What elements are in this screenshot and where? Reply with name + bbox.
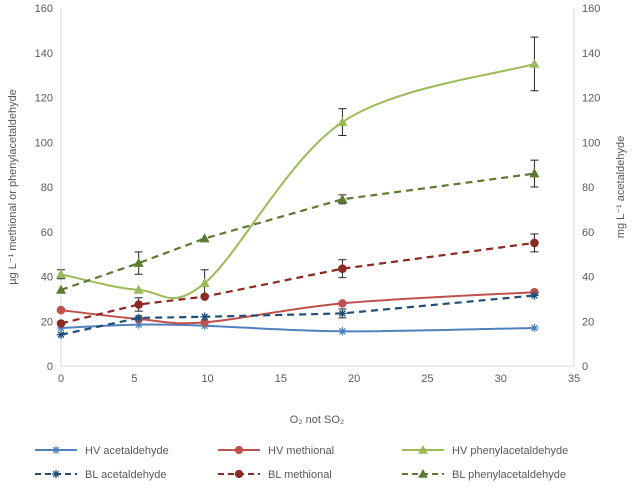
y-tick-label-left: 20 xyxy=(41,316,53,328)
x-tick-label: 5 xyxy=(131,373,137,385)
series-bl-phenylacetaldehyde xyxy=(55,159,540,294)
data-point xyxy=(338,309,347,318)
data-point xyxy=(530,323,539,333)
legend-item: BL phenylacetaldehyde xyxy=(402,468,566,481)
x-tick-label: 10 xyxy=(201,373,213,385)
y-tick-label-right: 100 xyxy=(582,137,600,149)
series-bl-methional xyxy=(56,233,539,328)
series-layer xyxy=(55,36,540,339)
data-point xyxy=(200,292,209,301)
y-tick-label-right: 160 xyxy=(582,3,600,15)
data-point xyxy=(338,327,347,336)
legend-swatch-marker xyxy=(418,468,428,478)
data-point xyxy=(530,291,539,300)
y-tick-label-right: 40 xyxy=(582,272,594,284)
data-point xyxy=(337,116,348,126)
y-tick-label-left: 60 xyxy=(41,227,53,239)
data-point xyxy=(133,257,144,267)
legend-swatch-marker xyxy=(52,446,60,454)
y-tick-label-right: 60 xyxy=(582,227,594,239)
data-point xyxy=(200,312,209,321)
x-tick-label: 20 xyxy=(348,373,360,385)
legend-swatch-marker xyxy=(418,444,428,454)
y-tick-label-left: 160 xyxy=(35,3,53,15)
data-point xyxy=(199,277,210,288)
data-point xyxy=(199,233,210,243)
series-hv-methional xyxy=(56,287,539,327)
legend-swatch-marker xyxy=(234,469,244,479)
y-axis-title-left: µg L⁻¹ methional or phenylacetaldehyde xyxy=(7,89,19,285)
data-point xyxy=(338,264,347,273)
y-tick-label-left: 0 xyxy=(47,361,53,373)
series-hv-phenylacetaldehyde xyxy=(55,36,540,300)
legend: HV acetaldehyde HV methional HV phenylacet… xyxy=(35,444,568,481)
x-axis-title: O₂ not SO₂ xyxy=(290,414,344,426)
data-point xyxy=(56,330,66,339)
y-tick-label-left: 80 xyxy=(41,182,53,194)
data-point xyxy=(337,194,348,204)
series-bl-acetaldehyde xyxy=(56,291,539,339)
legend-label: BL acetaldehyde xyxy=(85,469,167,481)
data-point xyxy=(133,284,144,294)
data-point xyxy=(134,320,143,329)
legend-item: HV methional xyxy=(218,445,334,457)
legend-item: HV phenylacetaldehyde xyxy=(402,444,568,457)
data-point xyxy=(530,238,539,248)
legend-item: BL acetaldehyde xyxy=(35,469,167,481)
legend-swatch-marker xyxy=(52,470,60,478)
y-tick-label-left: 120 xyxy=(35,93,53,105)
data-point xyxy=(338,299,347,308)
y-tick-label-right: 80 xyxy=(582,182,594,194)
legend-swatch-marker xyxy=(234,445,244,455)
y-tick-label-left: 140 xyxy=(35,48,53,60)
y-tick-label-left: 100 xyxy=(35,137,53,149)
y-tick-label-right: 20 xyxy=(582,316,594,328)
data-point xyxy=(134,313,143,323)
legend-label: BL phenylacetaldehyde xyxy=(452,469,566,481)
data-point xyxy=(529,168,540,178)
legend-label: HV phenylacetaldehyde xyxy=(452,445,568,457)
legend-item: HV acetaldehyde xyxy=(35,445,169,457)
x-tick-label: 15 xyxy=(275,373,287,385)
legend-label: HV acetaldehyde xyxy=(85,445,169,457)
data-point xyxy=(529,58,540,68)
axes: 0 5 10 15 20 25 30 3502040608010012014016002040… xyxy=(35,3,601,385)
y-tick-label-right: 120 xyxy=(582,93,600,105)
data-point xyxy=(55,269,67,279)
x-tick-label: 25 xyxy=(421,373,433,385)
y-tick-label-right: 0 xyxy=(582,361,588,373)
series-line xyxy=(60,172,535,291)
series-hv-acetaldehyde xyxy=(56,320,539,336)
legend-item: BL methional xyxy=(218,469,332,481)
data-point xyxy=(56,323,66,333)
series-line xyxy=(60,323,535,333)
data-point xyxy=(56,305,66,315)
x-tick-label: 35 xyxy=(568,373,580,385)
x-tick-label: 0 xyxy=(58,373,64,385)
data-point xyxy=(56,319,66,328)
y-axis-title-right: mg L⁻¹ acetaldehyde xyxy=(615,136,627,238)
y-tick-label-right: 140 xyxy=(582,48,600,60)
series-line xyxy=(60,62,535,300)
data-point xyxy=(134,300,143,309)
legend-label: HV methional xyxy=(268,445,334,457)
series-line xyxy=(60,291,535,325)
x-tick-label: 30 xyxy=(495,373,507,385)
y-tick-label-left: 40 xyxy=(41,272,53,284)
series-line xyxy=(60,241,535,325)
data-point xyxy=(55,284,67,294)
legend-label: BL methional xyxy=(268,469,332,481)
